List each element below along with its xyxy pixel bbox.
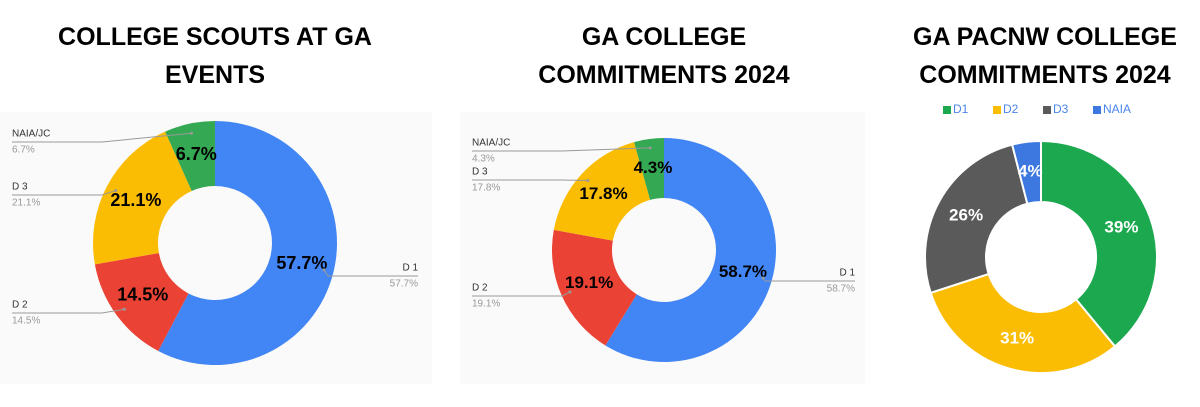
chart-title: GA COLLEGE COMMITMENTS 2024 [538, 23, 790, 89]
leader-line [12, 132, 192, 143]
outside-category-label: D 3 [12, 182, 28, 193]
outside-category-label: NAIA/JC [12, 129, 50, 140]
leader-line [472, 291, 571, 297]
slice-label: 4% [1018, 162, 1043, 181]
slice-label: 17.8% [579, 184, 627, 203]
outside-value-label: 6.7% [12, 145, 35, 156]
legend-swatch [993, 106, 1001, 114]
outside-value-label: 58.7% [827, 284, 855, 295]
legend-swatch [943, 106, 951, 114]
leader-line [12, 190, 116, 196]
outside-value-label: 19.1% [472, 299, 500, 310]
outside-category-label: D 1 [402, 263, 418, 274]
donut-slice [92, 131, 192, 265]
leader-line [472, 147, 651, 152]
donut-slice [94, 252, 189, 351]
donut-slice [1010, 139, 1042, 205]
leader-dot [190, 131, 194, 135]
slice-label: 57.7% [276, 253, 327, 273]
leader-dot [322, 268, 326, 272]
donut-slice [924, 143, 1029, 295]
slice-label: 19.1% [565, 273, 613, 292]
slice-label: 31% [1000, 329, 1034, 348]
legend-label: D3 [1053, 102, 1069, 116]
donut-slice [165, 121, 215, 191]
outside-value-label: 17.8% [472, 183, 500, 194]
slice-label: 39% [1104, 218, 1138, 237]
donut-slice [1040, 139, 1158, 348]
leader-dot [586, 178, 590, 182]
legend-label: D2 [1003, 102, 1019, 116]
chart-title: GA PACNW COLLEGE COMMITMENTS 2024 [913, 23, 1177, 89]
chart-title: COLLEGE SCOUTS AT GA EVENTS [58, 23, 372, 89]
leader-line [12, 308, 125, 314]
donut-slice [553, 142, 651, 241]
leader-dot [761, 276, 765, 280]
leader-dot [114, 188, 118, 192]
leader-dot [568, 290, 572, 294]
outside-category-label: NAIA/JC [472, 138, 510, 149]
slice-label: 14.5% [117, 285, 168, 305]
slice-label: 4.3% [634, 158, 673, 177]
outside-category-label: D 2 [472, 283, 488, 294]
leader-dot [122, 307, 126, 311]
donut-slice [605, 138, 776, 362]
legend-swatch [1093, 106, 1101, 114]
outside-category-label: D 2 [12, 300, 28, 311]
leader-line [323, 269, 418, 277]
outside-value-label: 14.5% [12, 316, 40, 327]
legend-swatch [1043, 106, 1051, 114]
slice-label: 21.1% [110, 190, 161, 210]
slice-label: 58.7% [719, 262, 767, 281]
leader-dot [648, 146, 652, 150]
outside-category-label: D 3 [472, 167, 488, 178]
slice-label: 6.7% [176, 144, 217, 164]
slice-label: 26% [949, 205, 983, 224]
legend-label: D1 [953, 102, 969, 116]
outside-value-label: 4.3% [472, 154, 495, 165]
legend-label: NAIA [1103, 102, 1131, 116]
donut-slice [634, 138, 664, 200]
outside-category-label: D 1 [839, 268, 855, 279]
donut-slice [552, 229, 637, 346]
donut-slice [158, 121, 337, 366]
outside-value-label: 57.7% [390, 279, 418, 290]
donut-slice [929, 272, 1117, 374]
outside-value-label: 21.1% [12, 198, 40, 209]
